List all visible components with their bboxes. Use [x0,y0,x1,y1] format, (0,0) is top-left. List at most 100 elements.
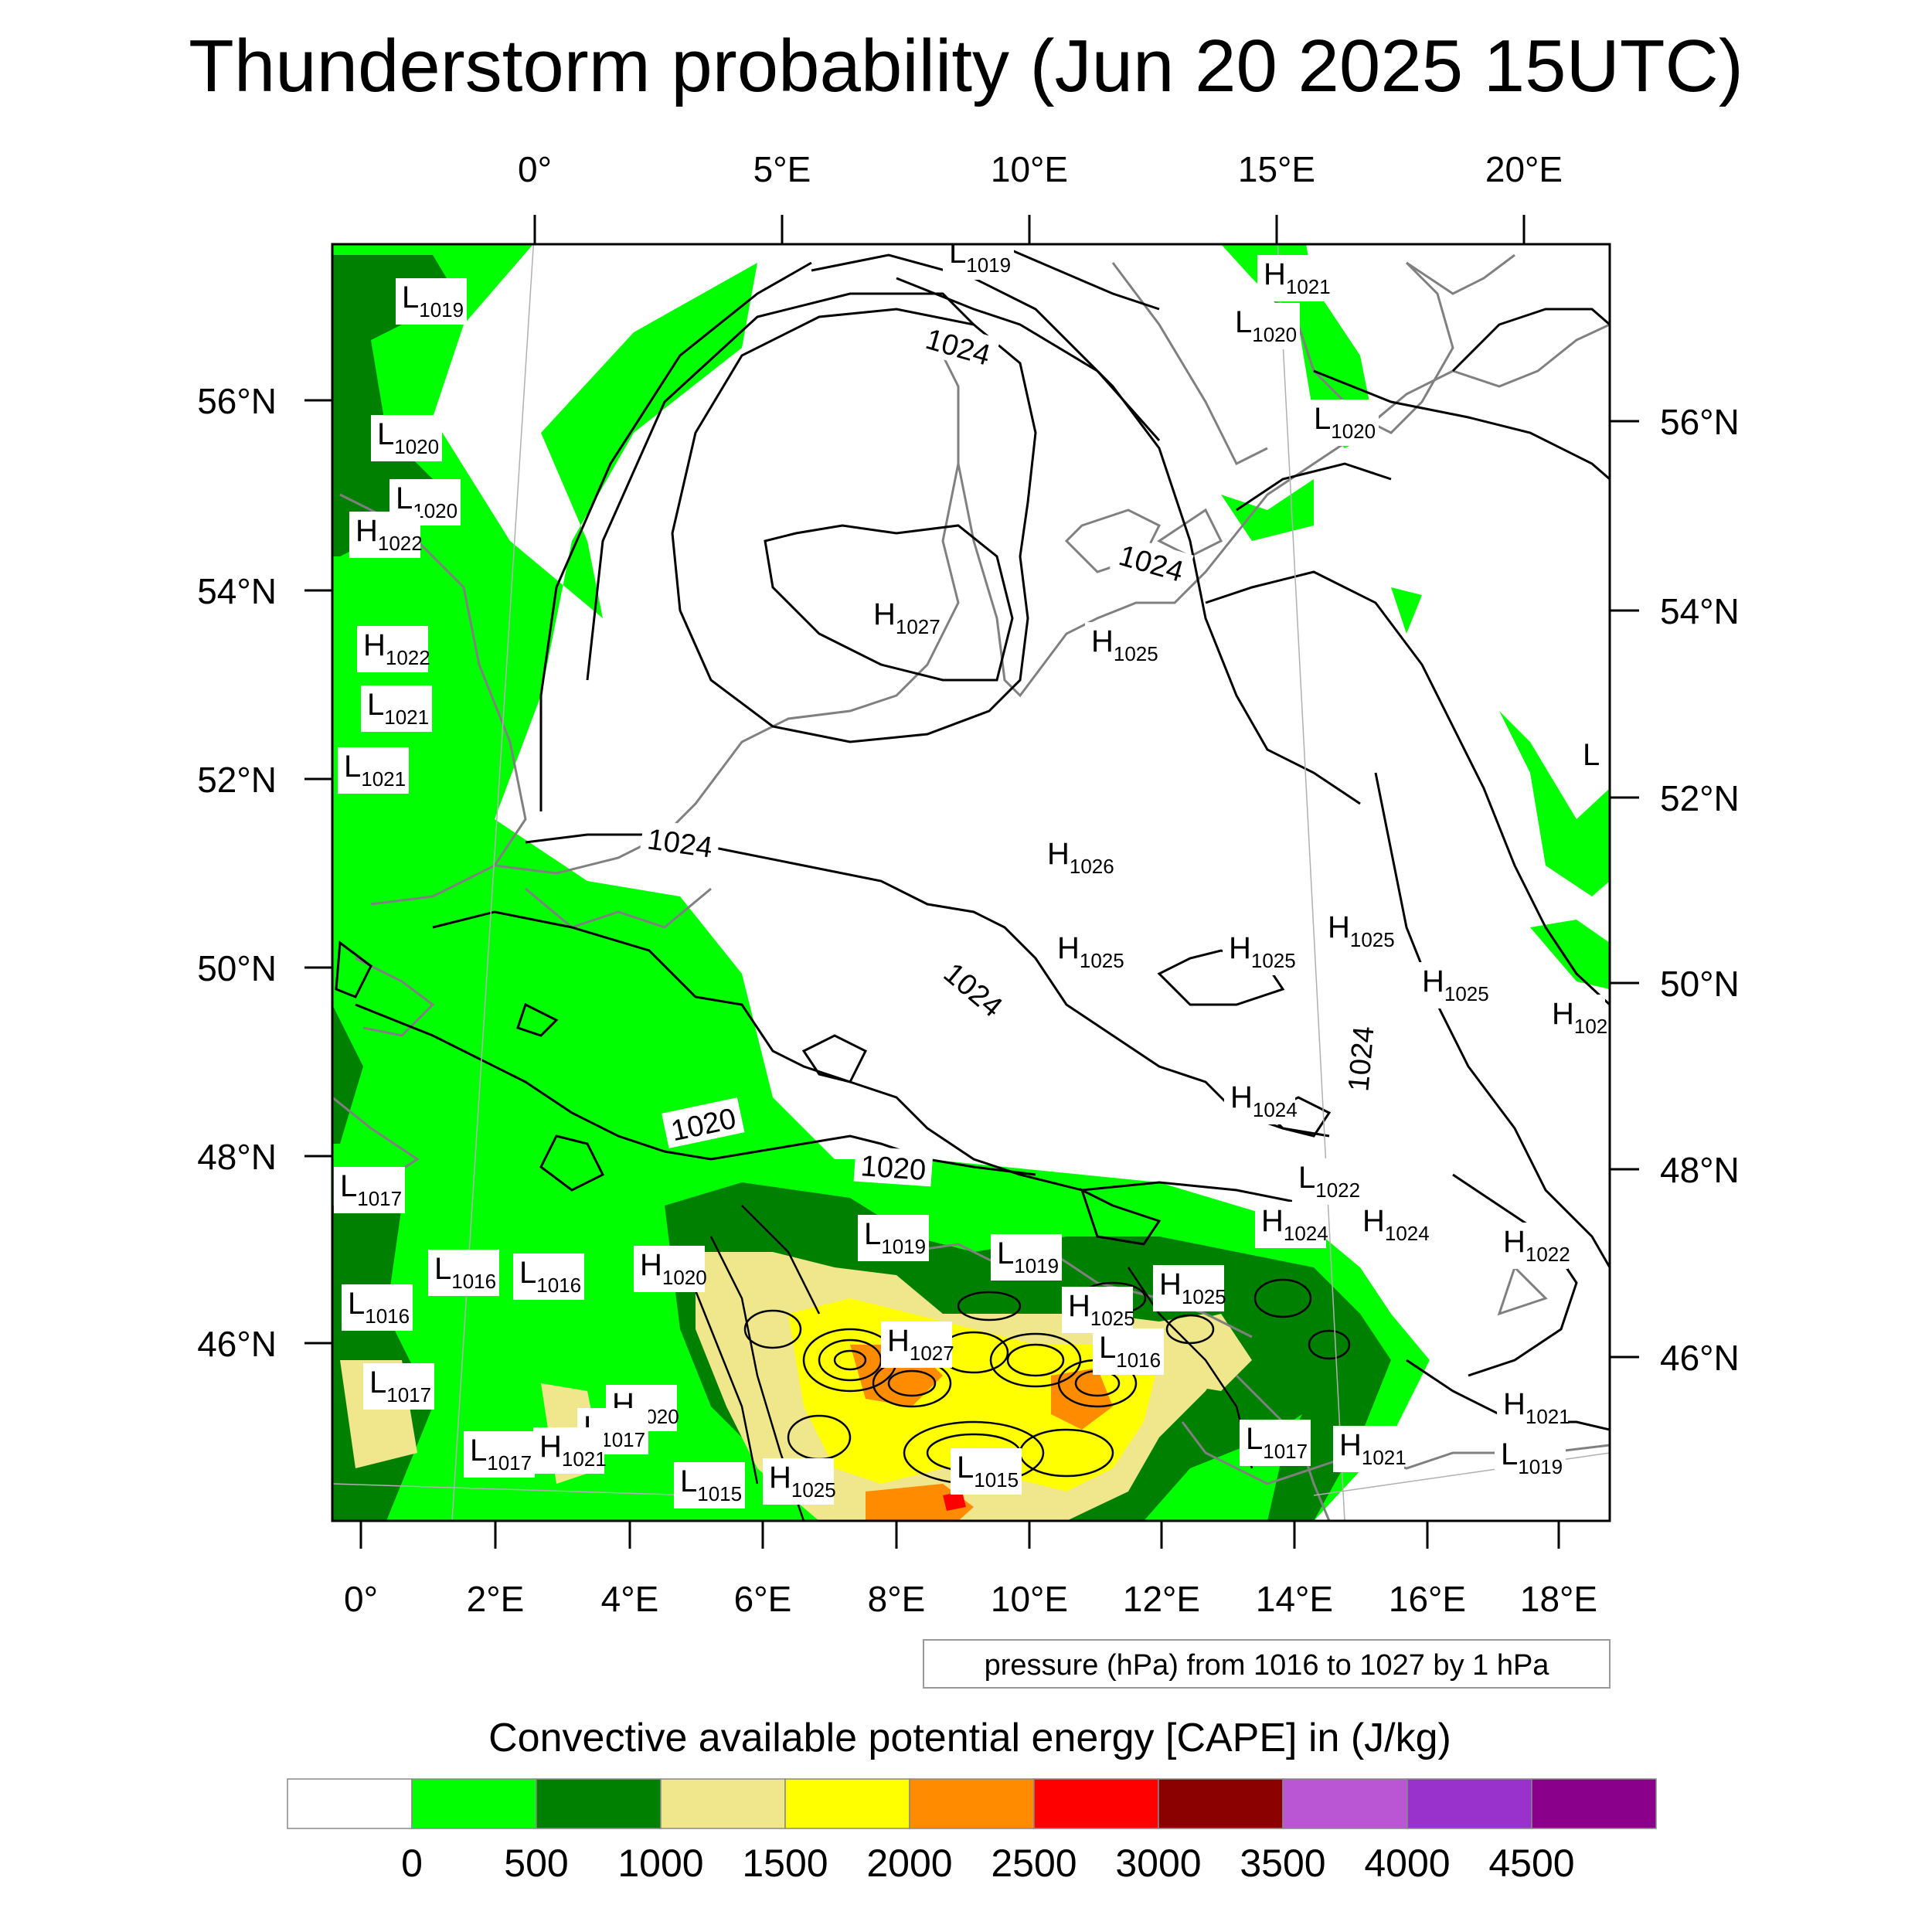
pressure-center-label: L1017 [363,1363,434,1410]
colorbar-swatch [1158,1778,1284,1829]
right-lat-label: 50°N [1660,964,1740,1004]
svg-text:H1024: H1024 [1261,1204,1328,1245]
bottom-lon-label: 14°E [1256,1579,1333,1619]
pressure-center-label: L1016 [342,1284,413,1331]
pressure-center-label: L1019 [991,1234,1062,1281]
colorbar-title: Convective available potential energy [C… [488,1716,1451,1760]
right-lat-label: 46°N [1660,1338,1740,1378]
pressure-center-label: H1022 [357,626,430,672]
svg-text:L1020: L1020 [377,417,439,458]
svg-text:H1027: H1027 [887,1324,954,1365]
bottom-lon-label: 0° [344,1579,378,1619]
map-frame [331,243,1611,1522]
svg-text:L1020: L1020 [396,481,457,522]
svg-text:L1019: L1019 [864,1217,926,1258]
pressure-center-label: L1016 [513,1253,584,1300]
svg-text:H1021: H1021 [1264,257,1331,298]
bottom-lon-label: 4°E [601,1579,659,1619]
pressure-center-label: H1025 [1153,1265,1226,1311]
colorbar-label: 500 [504,1842,568,1885]
svg-text:H1024: H1024 [1362,1204,1430,1245]
svg-text:L1019: L1019 [402,281,464,321]
svg-text:H1022: H1022 [1503,1225,1570,1266]
svg-text:1020: 1020 [859,1150,927,1187]
svg-text:H1025: H1025 [1057,931,1124,972]
svg-text:L1019: L1019 [997,1236,1059,1277]
colorbar-swatch [1033,1778,1159,1829]
cape-field-2500-3000 [943,1492,966,1511]
pressure-center-label: H1024 [1224,1078,1298,1124]
svg-text:H1022: H1022 [355,514,423,555]
pressure-center-label: H1020 [634,1246,707,1292]
pressure-center-label: L1022 [1292,1158,1363,1205]
pressure-center-label: L1019 [858,1215,929,1261]
colorbar-swatch [1406,1778,1532,1829]
contour-info-box: pressure (hPa) from 1016 to 1027 by 1 hP… [923,1639,1611,1689]
bottom-lon-label: 18°E [1520,1579,1597,1619]
contour-label: 1024 [639,818,721,865]
top-lon-label: 15°E [1238,149,1315,189]
map-panel: 1024 1024 1024 1024 1024 1020 1020 L1019… [332,244,1610,1521]
pressure-contours [335,246,1610,1431]
svg-text:H1024: H1024 [1230,1080,1298,1121]
pressure-center-label: L1021 [338,747,409,794]
cape-field-2000-2500 [850,1345,1113,1521]
pressure-center-label: H1025 [1085,622,1158,668]
pressure-center-label: L1016 [428,1250,499,1296]
svg-text:H1027: H1027 [873,597,940,638]
pressure-center-label: H1022 [1497,1223,1570,1269]
svg-text:H1025: H1025 [1091,624,1158,665]
pressure-center-label: H1025 [1223,929,1296,975]
pressure-center-label: L1017 [334,1167,405,1213]
contour-info-text: pressure (hPa) from 1016 to 1027 by 1 hP… [985,1649,1550,1682]
pressure-center-label: H1027 [881,1321,954,1368]
pressure-center-label: H1025 [1416,962,1489,1009]
pressure-center-label: L1020 [1229,303,1300,349]
svg-text:L1017: L1017 [369,1366,431,1406]
left-lat-label: 46°N [197,1324,277,1364]
svg-text:L1019: L1019 [1501,1437,1563,1478]
bottom-longitude-axis: 0° 2°E 4°E 6°E 8°E 10°E 12°E 14°E 16°E 1… [344,1521,1597,1619]
right-lat-label: 48°N [1660,1150,1740,1190]
pressure-center-label: L1020 [1308,400,1379,446]
pressure-center-label: L1017 [1240,1420,1311,1466]
pressure-center-label: L1020 [371,415,442,461]
svg-text:H1022: H1022 [363,628,430,669]
left-lat-label: 52°N [197,760,277,800]
svg-text:H1025: H1025 [1422,964,1489,1005]
colorbar-label: 0 [401,1842,423,1885]
colorbar-label: 2000 [866,1842,952,1885]
colorbar-swatch [909,1778,1035,1829]
colorbar-swatch [411,1778,537,1829]
top-lon-label: 10°E [991,149,1068,189]
svg-text:L1021: L1021 [367,688,429,729]
bottom-lon-label: 8°E [868,1579,926,1619]
pressure-center-label: L1015 [951,1448,1022,1495]
top-longitude-axis: 0° 5°E 10°E 15°E 20°E [518,149,1563,244]
pressure-center-label: H1021 [1257,255,1331,301]
pressure-center-label: L1021 [361,685,432,732]
pressure-center-label: H1025 [763,1458,836,1505]
colorbar-label: 4000 [1364,1842,1450,1885]
pressure-center-labels: L1019H1021L1019L1020L1020L1020L1020H1022… [334,244,1607,1509]
pressure-center-label: H1025 [1321,908,1395,954]
svg-text:H1025: H1025 [1159,1267,1226,1308]
svg-text:H1021: H1021 [1503,1387,1570,1428]
svg-text:L1016: L1016 [519,1256,581,1297]
svg-text:H1025: H1025 [1328,910,1395,951]
map-title: Thunderstorm probability (Jun 20 2025 15… [189,25,1743,107]
pressure-center-label: H1026 [1041,835,1114,881]
contour-label: 1024 [1338,1019,1381,1099]
colorbar-label: 4500 [1488,1842,1574,1885]
right-lat-label: 56°N [1660,402,1740,442]
colorbar-label: 3500 [1240,1842,1325,1885]
colorbar-swatch [784,1778,910,1829]
pressure-center-label: L1016 [1093,1328,1164,1375]
svg-text:L1020: L1020 [1314,402,1376,443]
svg-text:H1025: H1025 [1229,931,1296,972]
left-lat-label: 48°N [197,1137,277,1177]
svg-text:L1017: L1017 [1246,1422,1308,1463]
svg-text:L1015: L1015 [680,1464,742,1505]
colorbar-swatch [1282,1778,1408,1829]
svg-text:H1021: H1021 [1339,1428,1406,1469]
